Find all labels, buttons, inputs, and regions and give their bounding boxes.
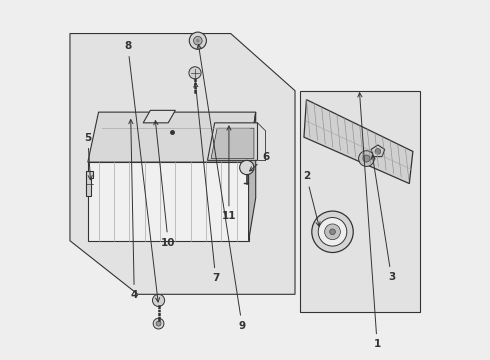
Circle shape <box>152 294 165 306</box>
Circle shape <box>156 321 161 326</box>
FancyBboxPatch shape <box>300 91 420 312</box>
Circle shape <box>363 155 370 162</box>
Circle shape <box>196 39 199 42</box>
Text: 10: 10 <box>154 121 175 248</box>
Circle shape <box>189 67 201 79</box>
Polygon shape <box>211 128 254 158</box>
Polygon shape <box>248 112 256 241</box>
Polygon shape <box>88 112 256 162</box>
Text: 2: 2 <box>303 171 320 226</box>
Circle shape <box>312 211 353 252</box>
Text: 7: 7 <box>194 83 220 283</box>
Polygon shape <box>86 171 93 196</box>
Text: 4: 4 <box>129 120 138 300</box>
Circle shape <box>375 149 381 154</box>
Circle shape <box>194 36 202 45</box>
Polygon shape <box>245 183 249 184</box>
Text: 8: 8 <box>124 41 160 302</box>
Polygon shape <box>371 145 385 157</box>
Circle shape <box>359 151 374 166</box>
Polygon shape <box>207 123 258 160</box>
Text: 1: 1 <box>358 93 381 349</box>
Text: 9: 9 <box>197 45 245 331</box>
Text: 3: 3 <box>371 155 395 282</box>
Text: 11: 11 <box>221 126 236 221</box>
Circle shape <box>240 160 254 175</box>
Polygon shape <box>143 111 175 123</box>
Text: 6: 6 <box>250 152 270 171</box>
Circle shape <box>189 32 206 49</box>
Circle shape <box>318 217 347 246</box>
Polygon shape <box>70 33 295 294</box>
Circle shape <box>325 224 341 240</box>
Polygon shape <box>304 100 413 184</box>
Circle shape <box>330 229 335 235</box>
Circle shape <box>153 318 164 329</box>
Polygon shape <box>88 162 248 241</box>
Text: 5: 5 <box>84 133 92 180</box>
